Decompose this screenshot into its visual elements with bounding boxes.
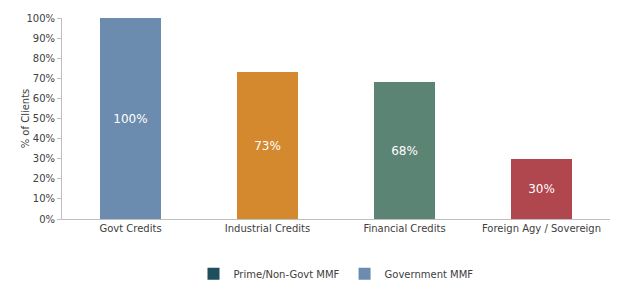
svg-text:10%: 10%: [33, 193, 55, 204]
svg-text:80%: 80%: [33, 53, 55, 64]
svg-text:73%: 73%: [254, 139, 281, 153]
svg-text:60%: 60%: [33, 93, 55, 104]
svg-text:100%: 100%: [26, 13, 55, 24]
svg-text:70%: 70%: [33, 73, 55, 84]
svg-text:% of Clients: % of Clients: [20, 89, 31, 149]
svg-text:50%: 50%: [33, 113, 55, 124]
svg-text:Foreign Agy / Sovereign: Foreign Agy / Sovereign: [482, 223, 601, 234]
svg-text:Prime/Non-Govt MMF: Prime/Non-Govt MMF: [234, 269, 340, 280]
svg-text:90%: 90%: [33, 33, 55, 44]
svg-text:30%: 30%: [528, 182, 555, 196]
svg-text:40%: 40%: [33, 133, 55, 144]
svg-text:100%: 100%: [113, 112, 147, 126]
svg-text:68%: 68%: [391, 144, 418, 158]
svg-text:Financial Credits: Financial Credits: [363, 223, 445, 234]
svg-text:30%: 30%: [33, 153, 55, 164]
svg-text:Industrial Credits: Industrial Credits: [225, 223, 310, 234]
svg-text:Government MMF: Government MMF: [385, 269, 474, 280]
svg-text:20%: 20%: [33, 173, 55, 184]
svg-text:0%: 0%: [39, 214, 55, 225]
svg-text:Govt Credits: Govt Credits: [99, 223, 161, 234]
